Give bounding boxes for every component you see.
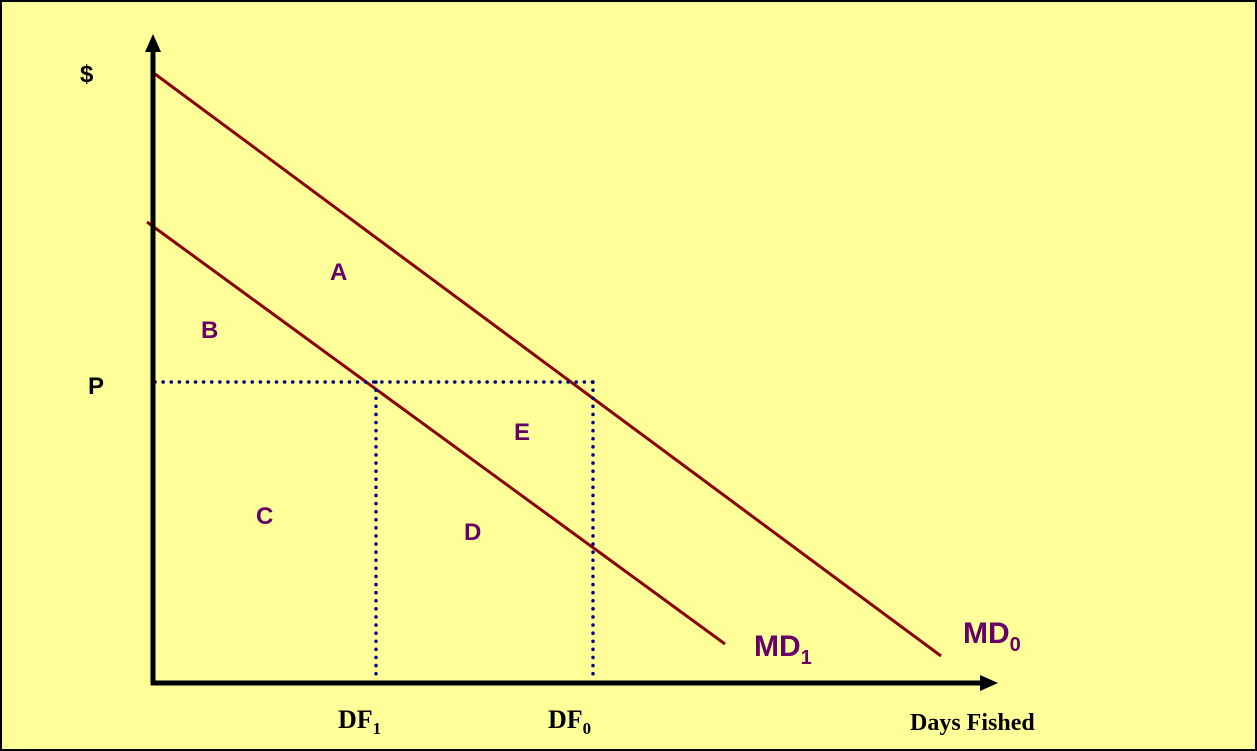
md0-line xyxy=(154,72,942,658)
md1-line xyxy=(146,220,726,646)
x-axis-arrow-icon xyxy=(980,675,998,691)
region-d-label: D xyxy=(464,519,481,546)
md1-label-base: MD xyxy=(754,630,801,663)
region-c-label: C xyxy=(256,503,273,530)
df0-label-base: DF xyxy=(548,705,583,734)
price-label: P xyxy=(88,373,104,400)
md1-label-sub: 1 xyxy=(801,647,812,669)
df1-label-sub: 1 xyxy=(373,719,382,738)
df0-label-sub: 0 xyxy=(583,719,592,738)
df0-label: DF0 xyxy=(548,705,591,738)
y-axis-arrow-icon xyxy=(145,34,161,52)
md0-label: MD0 xyxy=(963,617,1021,656)
df1-label: DF1 xyxy=(338,705,381,738)
md0-label-base: MD xyxy=(963,617,1010,650)
y-axis-label: $ xyxy=(80,61,94,88)
md1-label: MD1 xyxy=(754,630,812,669)
df1-label-base: DF xyxy=(338,705,373,734)
md0-label-sub: 0 xyxy=(1010,634,1021,656)
region-e-label: E xyxy=(514,419,530,446)
region-a-label: A xyxy=(330,259,347,286)
x-axis-label: Days Fished xyxy=(910,710,1035,736)
region-b-label: B xyxy=(201,317,218,344)
